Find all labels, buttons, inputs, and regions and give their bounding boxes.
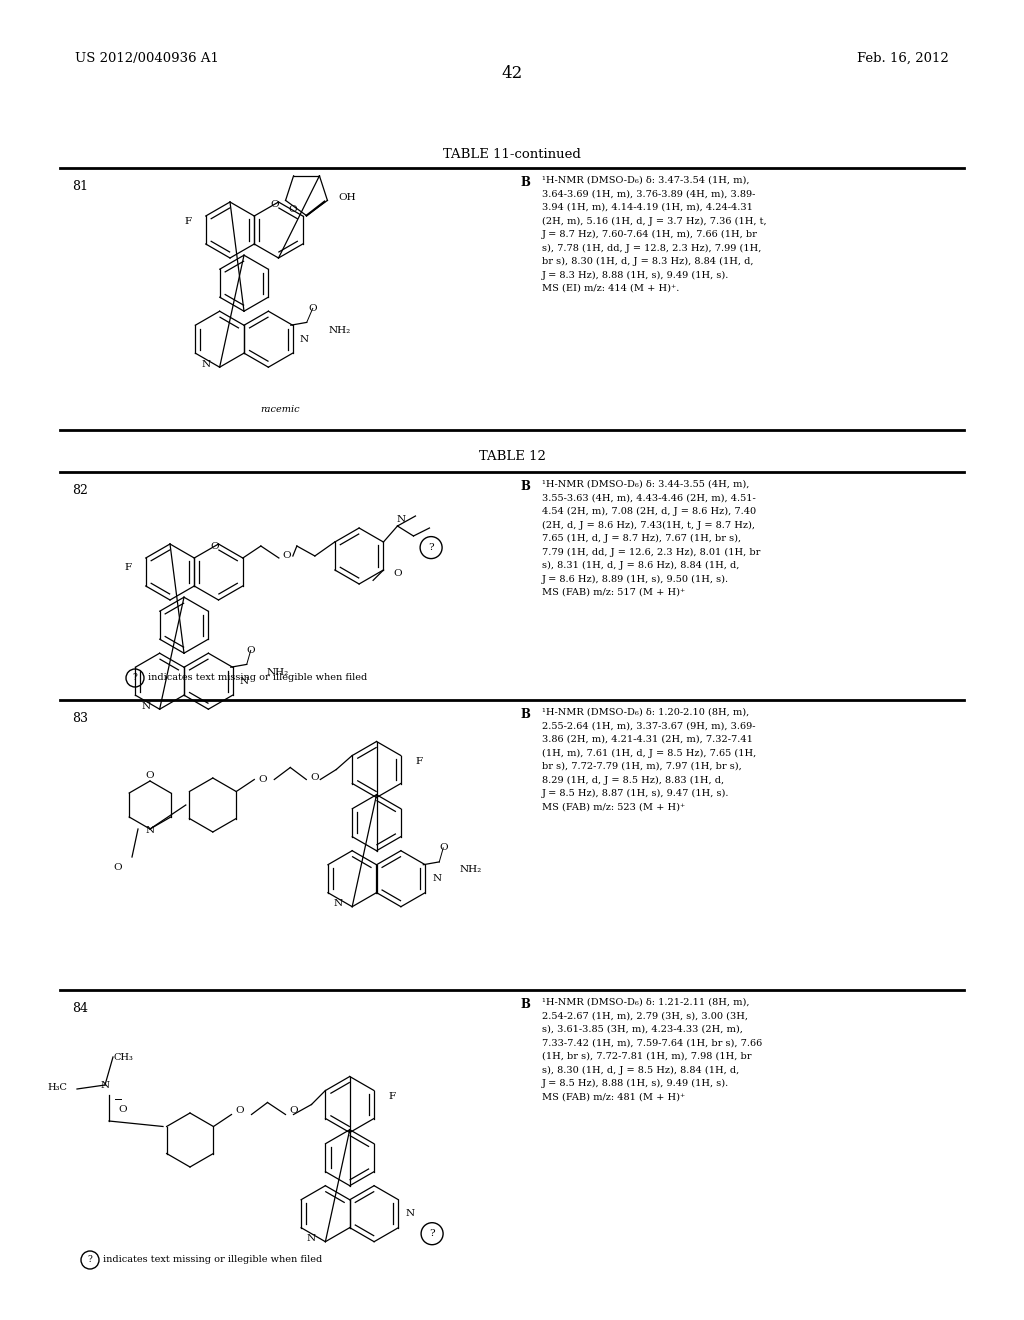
Text: 84: 84: [72, 1002, 88, 1015]
Text: indicates text missing or illegible when filed: indicates text missing or illegible when…: [103, 1255, 323, 1265]
Text: racemic: racemic: [260, 405, 300, 414]
Text: (1H, br s), 7.72-7.81 (1H, m), 7.98 (1H, br: (1H, br s), 7.72-7.81 (1H, m), 7.98 (1H,…: [542, 1052, 752, 1061]
Text: O: O: [247, 645, 255, 655]
Text: O: O: [439, 843, 447, 853]
Text: ?: ?: [88, 1255, 92, 1265]
Text: J = 8.7 Hz), 7.60-7.64 (1H, m), 7.66 (1H, br: J = 8.7 Hz), 7.60-7.64 (1H, m), 7.66 (1H…: [542, 230, 758, 239]
Text: O: O: [289, 1106, 298, 1115]
Text: Feb. 16, 2012: Feb. 16, 2012: [857, 51, 949, 65]
Text: s), 7.78 (1H, dd, J = 12.8, 2.3 Hz), 7.99 (1H,: s), 7.78 (1H, dd, J = 12.8, 2.3 Hz), 7.9…: [542, 243, 762, 252]
Text: O: O: [283, 552, 291, 561]
Text: ¹H-NMR (DMSO-D₆) δ: 1.20-2.10 (8H, m),: ¹H-NMR (DMSO-D₆) δ: 1.20-2.10 (8H, m),: [542, 708, 750, 717]
Text: 2.55-2.64 (1H, m), 3.37-3.67 (9H, m), 3.69-: 2.55-2.64 (1H, m), 3.37-3.67 (9H, m), 3.…: [542, 722, 756, 730]
Text: NH₂: NH₂: [329, 326, 351, 335]
Text: US 2012/0040936 A1: US 2012/0040936 A1: [75, 51, 219, 65]
Text: O: O: [308, 304, 317, 313]
Text: br s), 8.30 (1H, d, J = 8.3 Hz), 8.84 (1H, d,: br s), 8.30 (1H, d, J = 8.3 Hz), 8.84 (1…: [542, 257, 754, 267]
Text: H₃C: H₃C: [47, 1082, 67, 1092]
Text: J = 8.5 Hz), 8.88 (1H, s), 9.49 (1H, s).: J = 8.5 Hz), 8.88 (1H, s), 9.49 (1H, s).: [542, 1078, 729, 1088]
Text: 2.54-2.67 (1H, m), 2.79 (3H, s), 3.00 (3H,: 2.54-2.67 (1H, m), 2.79 (3H, s), 3.00 (3…: [542, 1011, 748, 1020]
Text: ¹H-NMR (DMSO-D₆) δ: 3.47-3.54 (1H, m),: ¹H-NMR (DMSO-D₆) δ: 3.47-3.54 (1H, m),: [542, 176, 750, 185]
Text: 4.54 (2H, m), 7.08 (2H, d, J = 8.6 Hz), 7.40: 4.54 (2H, m), 7.08 (2H, d, J = 8.6 Hz), …: [542, 507, 756, 516]
Text: ?: ?: [133, 673, 137, 682]
Text: N: N: [432, 874, 441, 883]
Text: 3.55-3.63 (4H, m), 4.43-4.46 (2H, m), 4.51-: 3.55-3.63 (4H, m), 4.43-4.46 (2H, m), 4.…: [542, 494, 756, 503]
Text: J = 8.3 Hz), 8.88 (1H, s), 9.49 (1H, s).: J = 8.3 Hz), 8.88 (1H, s), 9.49 (1H, s).: [542, 271, 729, 280]
Text: TABLE 11-continued: TABLE 11-continued: [443, 148, 581, 161]
Text: ¹H-NMR (DMSO-D₆) δ: 1.21-2.11 (8H, m),: ¹H-NMR (DMSO-D₆) δ: 1.21-2.11 (8H, m),: [542, 998, 750, 1007]
Text: O: O: [393, 569, 401, 578]
Text: MS (FAB) m/z: 517 (M + H)⁺: MS (FAB) m/z: 517 (M + H)⁺: [542, 587, 685, 597]
Text: MS (FAB) m/z: 481 (M + H)⁺: MS (FAB) m/z: 481 (M + H)⁺: [542, 1093, 685, 1101]
Text: 7.33-7.42 (1H, m), 7.59-7.64 (1H, br s), 7.66: 7.33-7.42 (1H, m), 7.59-7.64 (1H, br s),…: [542, 1039, 762, 1048]
Text: F: F: [415, 756, 422, 766]
Text: 83: 83: [72, 711, 88, 725]
Text: TABLE 12: TABLE 12: [478, 450, 546, 463]
Text: N: N: [100, 1081, 110, 1089]
Text: br s), 7.72-7.79 (1H, m), 7.97 (1H, br s),: br s), 7.72-7.79 (1H, m), 7.97 (1H, br s…: [542, 762, 741, 771]
Text: MS (FAB) m/z: 523 (M + H)⁺: MS (FAB) m/z: 523 (M + H)⁺: [542, 803, 685, 812]
Text: O: O: [270, 201, 279, 210]
Text: (1H, m), 7.61 (1H, d, J = 8.5 Hz), 7.65 (1H,: (1H, m), 7.61 (1H, d, J = 8.5 Hz), 7.65 …: [542, 748, 757, 758]
Text: O: O: [119, 1105, 127, 1114]
Text: s), 8.30 (1H, d, J = 8.5 Hz), 8.84 (1H, d,: s), 8.30 (1H, d, J = 8.5 Hz), 8.84 (1H, …: [542, 1065, 739, 1074]
Text: OH: OH: [339, 193, 356, 202]
Text: O: O: [114, 862, 122, 871]
Text: N: N: [406, 1209, 415, 1218]
Text: 42: 42: [502, 65, 522, 82]
Text: s), 3.61-3.85 (3H, m), 4.23-4.33 (2H, m),: s), 3.61-3.85 (3H, m), 4.23-4.33 (2H, m)…: [542, 1026, 742, 1034]
Text: ?: ?: [429, 1229, 435, 1238]
Text: N: N: [397, 516, 407, 524]
Text: 7.79 (1H, dd, J = 12.6, 2.3 Hz), 8.01 (1H, br: 7.79 (1H, dd, J = 12.6, 2.3 Hz), 8.01 (1…: [542, 548, 761, 557]
Text: N: N: [240, 677, 249, 685]
Text: O: O: [288, 205, 297, 214]
Text: NH₂: NH₂: [266, 668, 289, 677]
Text: B: B: [520, 176, 529, 189]
Text: CH₃: CH₃: [113, 1052, 133, 1061]
Text: O: O: [236, 1106, 244, 1115]
Text: N: N: [201, 360, 210, 368]
Text: 8.29 (1H, d, J = 8.5 Hz), 8.83 (1H, d,: 8.29 (1H, d, J = 8.5 Hz), 8.83 (1H, d,: [542, 776, 724, 784]
Text: (2H, d, J = 8.6 Hz), 7.43(1H, t, J = 8.7 Hz),: (2H, d, J = 8.6 Hz), 7.43(1H, t, J = 8.7…: [542, 520, 755, 529]
Text: MS (EI) m/z: 414 (M + H)⁺.: MS (EI) m/z: 414 (M + H)⁺.: [542, 284, 679, 293]
Text: O: O: [210, 543, 219, 552]
Text: F: F: [184, 218, 191, 227]
Text: 82: 82: [72, 484, 88, 498]
Text: B: B: [520, 998, 529, 1011]
Text: O: O: [145, 771, 155, 780]
Text: F: F: [388, 1092, 395, 1101]
Text: indicates text missing or illegible when filed: indicates text missing or illegible when…: [148, 673, 368, 682]
Text: s), 8.31 (1H, d, J = 8.6 Hz), 8.84 (1H, d,: s), 8.31 (1H, d, J = 8.6 Hz), 8.84 (1H, …: [542, 561, 739, 570]
Text: O: O: [310, 774, 318, 781]
Text: F: F: [125, 564, 131, 573]
Text: B: B: [520, 708, 529, 721]
Text: N: N: [300, 335, 309, 343]
Text: N: N: [307, 1234, 316, 1243]
Text: (2H, m), 5.16 (1H, d, J = 3.7 Hz), 7.36 (1H, t,: (2H, m), 5.16 (1H, d, J = 3.7 Hz), 7.36 …: [542, 216, 767, 226]
Text: N: N: [334, 899, 343, 908]
Text: O: O: [258, 775, 266, 784]
Text: 3.86 (2H, m), 4.21-4.31 (2H, m), 7.32-7.41: 3.86 (2H, m), 4.21-4.31 (2H, m), 7.32-7.…: [542, 735, 753, 744]
Text: J = 8.6 Hz), 8.89 (1H, s), 9.50 (1H, s).: J = 8.6 Hz), 8.89 (1H, s), 9.50 (1H, s).: [542, 574, 729, 583]
Text: 81: 81: [72, 180, 88, 193]
Text: 7.65 (1H, d, J = 8.7 Hz), 7.67 (1H, br s),: 7.65 (1H, d, J = 8.7 Hz), 7.67 (1H, br s…: [542, 535, 741, 543]
Text: B: B: [520, 480, 529, 492]
Text: N: N: [141, 702, 151, 711]
Text: ¹H-NMR (DMSO-D₆) δ: 3.44-3.55 (4H, m),: ¹H-NMR (DMSO-D₆) δ: 3.44-3.55 (4H, m),: [542, 480, 750, 488]
Text: 3.64-3.69 (1H, m), 3.76-3.89 (4H, m), 3.89-: 3.64-3.69 (1H, m), 3.76-3.89 (4H, m), 3.…: [542, 190, 756, 198]
Text: J = 8.5 Hz), 8.87 (1H, s), 9.47 (1H, s).: J = 8.5 Hz), 8.87 (1H, s), 9.47 (1H, s).: [542, 789, 729, 799]
Text: NH₂: NH₂: [459, 866, 481, 874]
Text: ?: ?: [428, 543, 434, 552]
Text: N: N: [145, 826, 155, 836]
Text: 3.94 (1H, m), 4.14-4.19 (1H, m), 4.24-4.31: 3.94 (1H, m), 4.14-4.19 (1H, m), 4.24-4.…: [542, 203, 753, 213]
